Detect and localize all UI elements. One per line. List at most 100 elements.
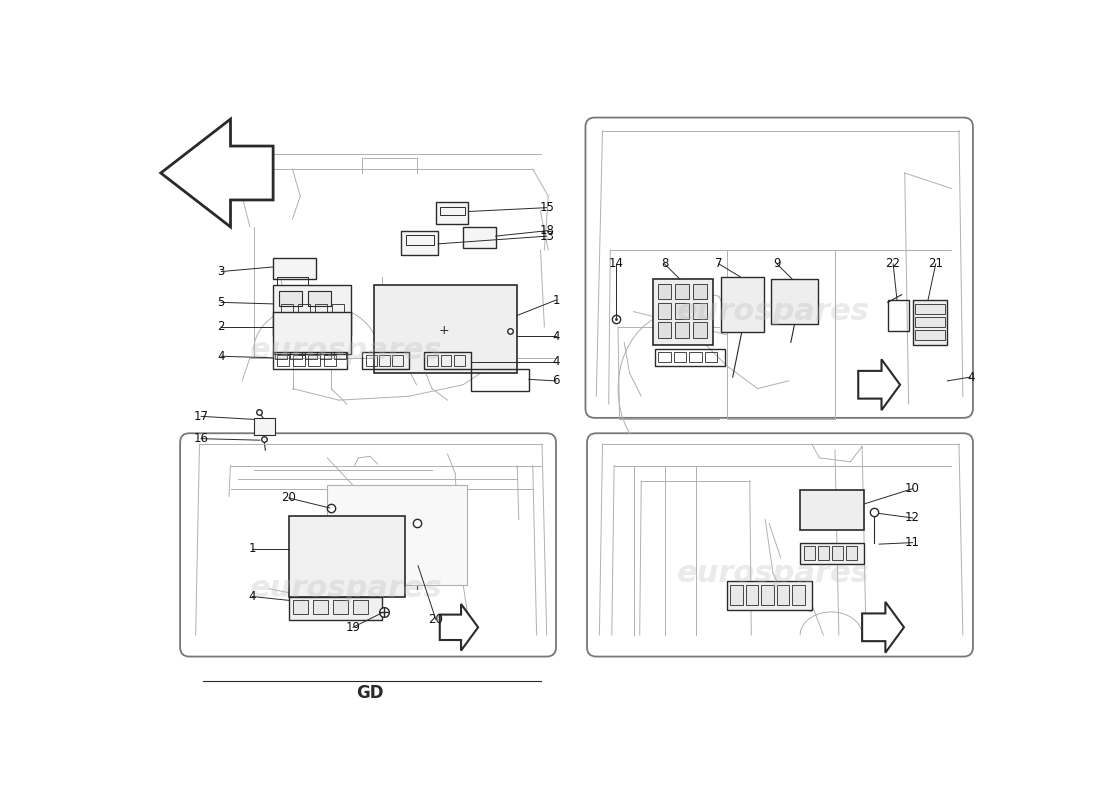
Bar [320, 352, 331, 359]
Bar [288, 597, 382, 619]
Bar [277, 277, 308, 288]
Text: 17: 17 [194, 410, 209, 423]
Text: eurospares: eurospares [251, 574, 443, 603]
Text: 20: 20 [282, 491, 296, 505]
Bar [675, 322, 690, 338]
Bar [913, 300, 947, 345]
Bar [658, 284, 671, 299]
Bar [334, 352, 346, 359]
Bar [323, 354, 336, 366]
Bar [888, 300, 910, 331]
Text: eurospares: eurospares [676, 297, 869, 326]
Text: eurospares: eurospares [676, 559, 869, 588]
Text: +: + [438, 324, 449, 338]
Bar [280, 304, 294, 313]
Bar [436, 202, 469, 224]
Bar [915, 330, 945, 340]
Polygon shape [858, 359, 900, 410]
Bar [674, 352, 686, 362]
Bar [362, 353, 409, 370]
Text: 4: 4 [218, 350, 224, 362]
Bar [273, 353, 346, 370]
Text: 20: 20 [428, 613, 443, 626]
Bar [293, 600, 308, 614]
Bar [690, 352, 702, 362]
Bar [290, 352, 301, 359]
Bar [804, 546, 815, 559]
Bar [275, 352, 287, 359]
Bar [440, 354, 451, 366]
Text: 11: 11 [905, 536, 920, 549]
Bar [675, 284, 690, 299]
Bar [761, 585, 773, 605]
Text: 15: 15 [539, 201, 554, 214]
Bar [425, 353, 471, 370]
Text: 12: 12 [905, 511, 920, 525]
Bar [705, 352, 717, 362]
Bar [471, 370, 529, 391]
Bar [288, 516, 405, 597]
Polygon shape [440, 604, 478, 650]
Text: 14: 14 [608, 258, 624, 270]
Text: 2: 2 [218, 321, 224, 334]
Bar [273, 285, 351, 334]
FancyBboxPatch shape [587, 434, 974, 657]
Text: 10: 10 [905, 482, 920, 495]
Bar [277, 354, 289, 366]
Text: 4: 4 [967, 370, 975, 383]
Bar [658, 303, 671, 318]
Bar [305, 352, 317, 359]
Polygon shape [862, 602, 904, 653]
Polygon shape [161, 119, 273, 227]
Bar [402, 230, 438, 255]
Text: 22: 22 [886, 258, 901, 270]
Bar [746, 585, 758, 605]
Bar [293, 354, 305, 366]
Bar [693, 322, 707, 338]
Bar [453, 354, 464, 366]
Bar [353, 600, 369, 614]
Bar [656, 349, 725, 366]
Bar [273, 258, 316, 279]
Bar [333, 600, 349, 614]
Bar [915, 304, 945, 314]
Bar [379, 354, 390, 366]
Bar [463, 227, 495, 249]
Text: 19: 19 [345, 621, 361, 634]
Text: 13: 13 [539, 230, 554, 242]
Bar [312, 600, 328, 614]
Text: GD: GD [356, 684, 384, 702]
Text: 4: 4 [552, 330, 560, 342]
Bar [658, 322, 671, 338]
Bar [427, 354, 438, 366]
Bar [440, 207, 464, 214]
Bar [278, 291, 301, 306]
Bar [366, 354, 377, 366]
Bar [726, 581, 812, 610]
Text: 16: 16 [194, 432, 209, 445]
Bar [722, 277, 763, 332]
Text: 5: 5 [218, 296, 224, 309]
Bar [800, 490, 864, 530]
Text: 3: 3 [218, 265, 224, 278]
Bar [818, 546, 828, 559]
Text: 1: 1 [249, 542, 256, 555]
Bar [675, 303, 690, 318]
Bar [332, 304, 344, 313]
Bar [800, 542, 864, 564]
Bar [771, 279, 818, 324]
Bar [792, 585, 805, 605]
Bar [308, 354, 320, 366]
Bar [406, 235, 433, 245]
Text: 4: 4 [552, 355, 560, 368]
Text: 1: 1 [552, 294, 560, 306]
Bar [832, 546, 843, 559]
Bar [315, 304, 328, 313]
Bar [393, 354, 404, 366]
Text: 21: 21 [928, 258, 944, 270]
Bar [254, 418, 275, 435]
Text: 4: 4 [249, 590, 256, 603]
Text: 9: 9 [773, 258, 781, 270]
Bar [298, 304, 310, 313]
FancyBboxPatch shape [585, 118, 974, 418]
